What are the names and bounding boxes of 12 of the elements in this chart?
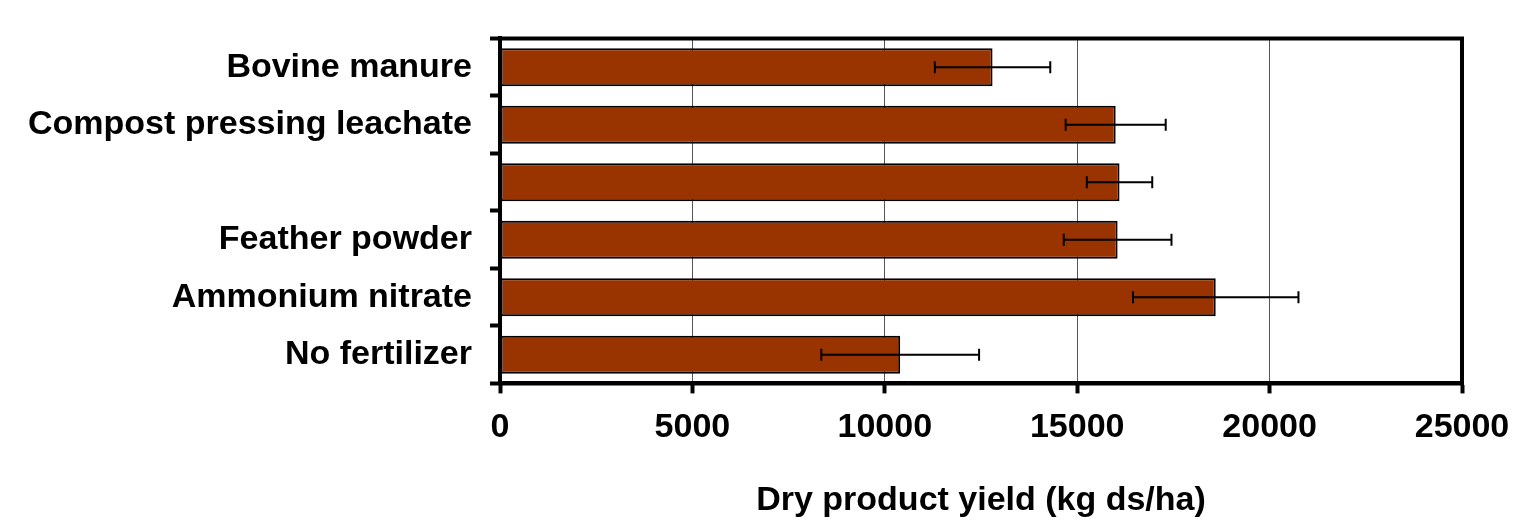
y-tick-label: Bovine manure <box>226 45 473 84</box>
y-tick-label: No fertilizer <box>284 333 473 372</box>
y-tick-label: Feather powder <box>218 218 473 257</box>
x-tick-label: 25000 <box>1414 406 1510 445</box>
x-tick-label: 0 <box>490 406 510 445</box>
x-axis-title: Dry product yield (kg ds/ha) <box>756 478 1206 517</box>
x-tick-label: 20000 <box>1222 406 1317 445</box>
x-tick-label: 15000 <box>1029 406 1125 445</box>
y-tick-label: Compost pressing leachate <box>27 103 473 142</box>
x-tick-label: 10000 <box>837 406 933 445</box>
x-tick-label: 5000 <box>654 406 731 445</box>
y-tick-label: Ammonium nitrate <box>171 275 473 314</box>
